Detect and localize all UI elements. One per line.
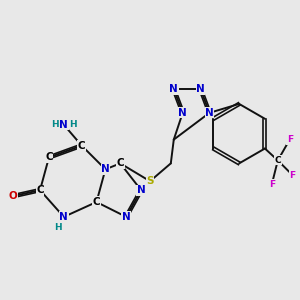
Text: C: C <box>78 140 86 151</box>
Text: N: N <box>59 120 68 130</box>
Text: N: N <box>205 108 214 118</box>
Text: N: N <box>59 212 68 222</box>
Text: F: F <box>286 135 293 144</box>
Text: N: N <box>196 84 205 94</box>
Text: S: S <box>146 176 154 186</box>
Text: F: F <box>290 171 296 180</box>
Text: C: C <box>116 158 124 168</box>
Text: N: N <box>122 212 130 222</box>
Text: O: O <box>9 191 18 201</box>
Text: H: H <box>51 120 59 129</box>
Text: N: N <box>101 164 110 174</box>
Text: N: N <box>169 84 178 94</box>
Text: C: C <box>93 197 100 207</box>
Text: H: H <box>69 120 76 129</box>
Text: C: C <box>45 152 53 162</box>
Text: N: N <box>178 108 187 118</box>
Text: C: C <box>36 185 44 195</box>
Text: N: N <box>137 185 146 195</box>
Text: F: F <box>269 180 275 189</box>
Text: C: C <box>274 156 281 165</box>
Text: H: H <box>54 223 62 232</box>
